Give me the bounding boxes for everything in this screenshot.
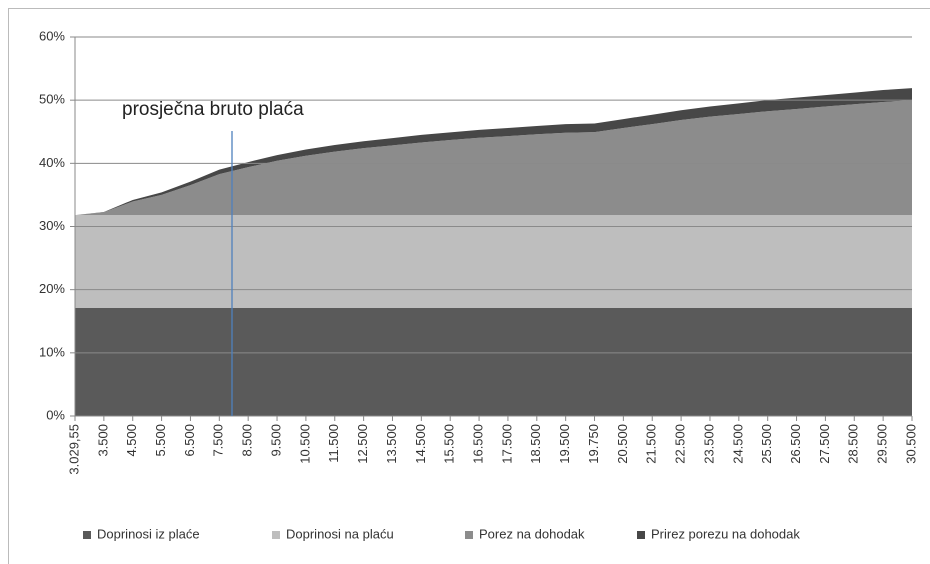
x-tick-label: 22.500 xyxy=(673,424,688,464)
legend-swatch xyxy=(83,531,91,539)
legend-swatch xyxy=(637,531,645,539)
y-tick-label: 40% xyxy=(39,155,65,170)
x-tick-label: 10.500 xyxy=(297,424,312,464)
y-tick-label: 30% xyxy=(39,218,65,233)
x-tick-label: 6.500 xyxy=(182,424,197,457)
x-tick-label: 28.500 xyxy=(846,424,861,464)
x-tick-label: 27.500 xyxy=(817,424,832,464)
x-tick-label: 17.500 xyxy=(499,424,514,464)
legend-swatch xyxy=(272,531,280,539)
x-tick-label: 14.500 xyxy=(413,424,428,464)
x-tick-label: 29.500 xyxy=(875,424,890,464)
x-tick-label: 21.500 xyxy=(644,424,659,464)
x-tick-label: 20.500 xyxy=(615,424,630,464)
x-tick-label: 8.500 xyxy=(240,424,255,457)
x-tick-label: 9.500 xyxy=(268,424,283,457)
x-tick-label: 3.500 xyxy=(95,424,110,457)
x-tick-label: 16.500 xyxy=(471,424,486,464)
legend-label: Porez na dohodak xyxy=(479,526,585,541)
x-tick-label: 7.500 xyxy=(211,424,226,457)
x-tick-label: 4.500 xyxy=(124,424,139,457)
legend-label: Doprinosi na plaću xyxy=(286,526,394,541)
x-tick-label: 11.500 xyxy=(326,424,341,463)
x-tick-label: 30.500 xyxy=(903,424,918,464)
x-tick-label: 23.500 xyxy=(701,424,716,464)
y-tick-label: 50% xyxy=(39,92,65,107)
y-tick-label: 0% xyxy=(46,407,65,422)
x-tick-label: 19.750 xyxy=(586,424,601,464)
area xyxy=(75,307,912,416)
x-tick-label: 19.500 xyxy=(557,424,572,464)
area xyxy=(75,215,912,308)
x-tick-label: 3.029,55 xyxy=(66,424,81,475)
y-tick-label: 10% xyxy=(39,344,65,359)
legend-label: Prirez porezu na dohodak xyxy=(651,526,800,541)
y-tick-label: 60% xyxy=(39,28,65,43)
annotation: prosječna bruto plaća xyxy=(122,99,304,120)
chart-frame xyxy=(8,8,930,564)
x-tick-label: 24.500 xyxy=(730,424,745,464)
x-tick-label: 12.500 xyxy=(355,424,370,464)
area xyxy=(75,100,912,216)
legend-label: Doprinosi iz plaće xyxy=(97,526,200,541)
x-tick-label: 13.500 xyxy=(384,424,399,464)
x-tick-label: 25.500 xyxy=(759,424,774,464)
legend-swatch xyxy=(465,531,473,539)
x-tick-label: 26.500 xyxy=(788,424,803,464)
area xyxy=(75,88,912,216)
x-tick-label: 18.500 xyxy=(528,424,543,464)
y-tick-label: 20% xyxy=(39,281,65,296)
x-tick-label: 5.500 xyxy=(153,424,168,457)
x-tick-label: 15.500 xyxy=(442,424,457,464)
